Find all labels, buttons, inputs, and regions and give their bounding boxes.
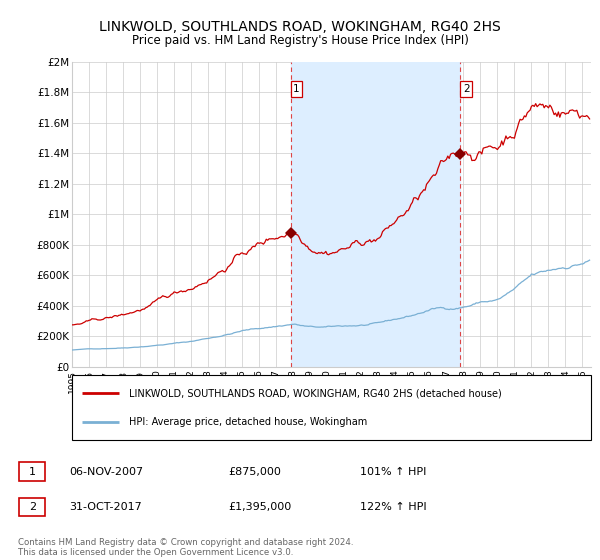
Text: 122% ↑ HPI: 122% ↑ HPI xyxy=(360,502,427,512)
Text: 1: 1 xyxy=(293,84,300,94)
Text: HPI: Average price, detached house, Wokingham: HPI: Average price, detached house, Woki… xyxy=(129,417,367,427)
Text: 2: 2 xyxy=(29,502,36,512)
FancyBboxPatch shape xyxy=(72,375,591,440)
Text: Contains HM Land Registry data © Crown copyright and database right 2024.
This d: Contains HM Land Registry data © Crown c… xyxy=(18,538,353,557)
Text: £875,000: £875,000 xyxy=(228,466,281,477)
Text: LINKWOLD, SOUTHLANDS ROAD, WOKINGHAM, RG40 2HS (detached house): LINKWOLD, SOUTHLANDS ROAD, WOKINGHAM, RG… xyxy=(129,388,502,398)
Text: 31-OCT-2017: 31-OCT-2017 xyxy=(69,502,142,512)
Text: 06-NOV-2007: 06-NOV-2007 xyxy=(69,466,143,477)
Text: 1: 1 xyxy=(29,466,36,477)
Text: £1,395,000: £1,395,000 xyxy=(228,502,291,512)
Text: Price paid vs. HM Land Registry's House Price Index (HPI): Price paid vs. HM Land Registry's House … xyxy=(131,34,469,46)
Text: 2: 2 xyxy=(463,84,470,94)
FancyBboxPatch shape xyxy=(19,463,46,480)
Text: 101% ↑ HPI: 101% ↑ HPI xyxy=(360,466,427,477)
Bar xyxy=(290,62,460,367)
FancyBboxPatch shape xyxy=(19,498,46,516)
Text: LINKWOLD, SOUTHLANDS ROAD, WOKINGHAM, RG40 2HS: LINKWOLD, SOUTHLANDS ROAD, WOKINGHAM, RG… xyxy=(99,20,501,34)
